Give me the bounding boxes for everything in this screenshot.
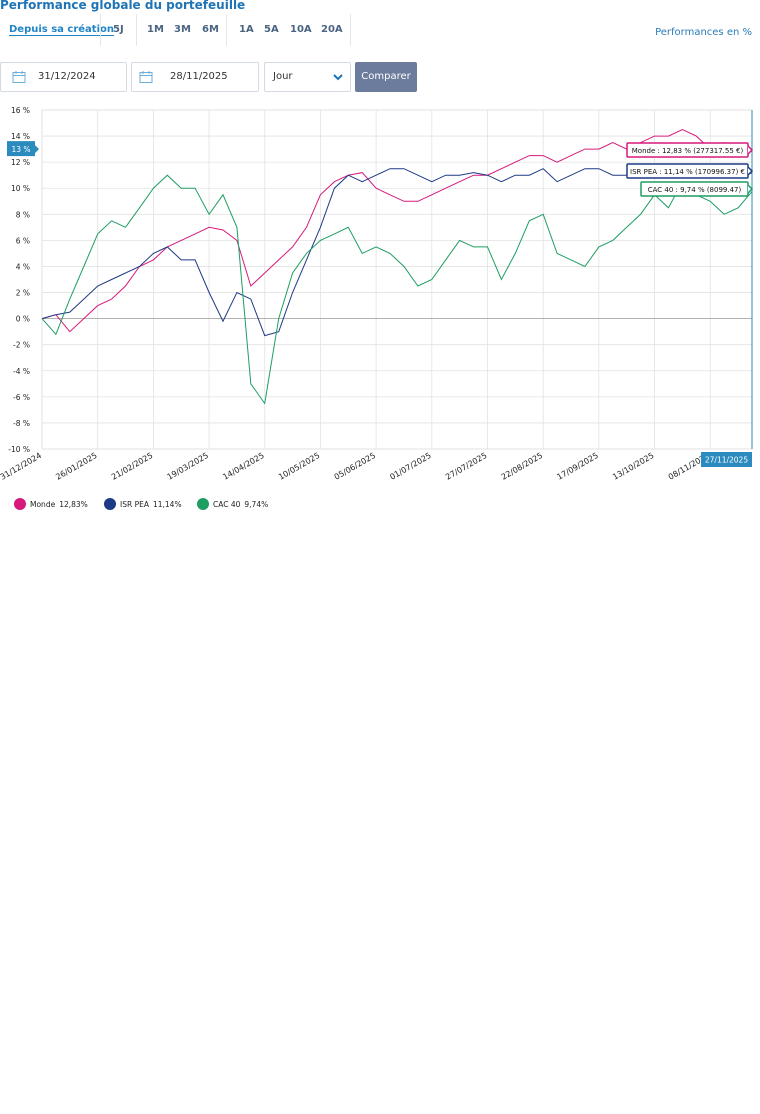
- series-line: [41, 129, 753, 333]
- x-tick-label: 19/03/2025: [166, 451, 210, 482]
- legend-value: 9,74%: [244, 500, 268, 509]
- x-tick-label: 01/07/2025: [388, 451, 432, 482]
- page-title: Performance globale du portefeuille: [0, 0, 246, 12]
- legend-label: CAC 40 9,74%: [213, 500, 268, 509]
- x-tick-label: 31/12/2024: [0, 451, 43, 482]
- x-tick-label: 13/10/2025: [611, 451, 655, 482]
- series-line: [41, 174, 753, 405]
- chevron: [333, 74, 343, 81]
- date-to: 28/11/2025: [170, 71, 228, 82]
- period-tab[interactable]: Depuis sa création: [9, 24, 114, 35]
- compare-button[interactable]: Comparer: [355, 62, 417, 92]
- crosshair-y-arrow: [35, 145, 39, 154]
- crosshair-x-label: 27/11/2025: [705, 456, 748, 465]
- period-tab[interactable]: 1M: [147, 24, 164, 35]
- y-tick-label: -8 %: [13, 419, 30, 428]
- y-tick-label: 14 %: [11, 132, 30, 141]
- x-tick-label: 17/09/2025: [555, 451, 599, 482]
- legend-name: Monde: [30, 500, 56, 509]
- legend-name: ISR PEA: [120, 500, 150, 509]
- plot-border: [41, 109, 753, 450]
- chart: 31/12/2024 26/01/2025 21/02/2025 19/03/2025…: [0, 106, 754, 510]
- y-tick-label: -2 %: [13, 341, 30, 350]
- tooltip-text: ISR PEA : 11,14 % (170996.37) €: [630, 168, 745, 176]
- legend-label: Monde 12,83%: [30, 500, 88, 509]
- y-tick-label: 8 %: [16, 210, 30, 219]
- separator: [136, 14, 137, 46]
- x-tick-label: 10/05/2025: [277, 451, 321, 482]
- legend-marker: [104, 498, 116, 510]
- tooltip-text: CAC 40 : 9,74 % (8099.47): [648, 186, 742, 194]
- tooltip-arrow: [747, 145, 754, 155]
- crosshair-y-label: 13 %: [11, 145, 30, 154]
- x-tick-label: 21/02/2025: [110, 451, 154, 482]
- crosshair-x-box: [701, 452, 752, 467]
- separator: [100, 14, 101, 46]
- y-tick-label: 4 %: [16, 262, 30, 271]
- legend-value: 12,83%: [59, 500, 88, 509]
- x-tick-label: 05/06/2025: [333, 451, 377, 482]
- y-tick-label: 0 %: [16, 315, 30, 324]
- x-tick-label: 22/08/2025: [500, 451, 544, 482]
- y-tick-label: 6 %: [16, 236, 30, 245]
- x-tick-label: 27/07/2025: [444, 451, 488, 482]
- date-to-input[interactable]: 28/11/2025: [131, 62, 259, 92]
- calendar-icon: [139, 71, 153, 83]
- tooltip-arrow: [747, 184, 754, 194]
- x-tick-label: 26/01/2025: [54, 451, 98, 482]
- date-from: 31/12/2024: [38, 71, 96, 82]
- period-tab[interactable]: 1A: [239, 24, 254, 35]
- separator: [350, 14, 351, 46]
- frequency: Jour: [273, 71, 293, 82]
- period-tab[interactable]: 10A: [290, 24, 312, 35]
- unit-note: Performances en %: [655, 27, 752, 38]
- legend-name: CAC 40: [213, 500, 241, 509]
- date-from-input[interactable]: 31/12/2024: [0, 62, 127, 92]
- y-tick-label: -6 %: [13, 393, 30, 402]
- period-tab[interactable]: 3M: [174, 24, 191, 35]
- frequency-select[interactable]: Jour: [264, 62, 351, 92]
- period-tab[interactable]: 20A: [321, 24, 343, 35]
- x-tick-label: 14/04/2025: [221, 451, 265, 482]
- legend-label: ISR PEA 11,14%: [120, 500, 182, 509]
- tooltip-text: Monde : 12,83 % (277317.55 €): [632, 147, 744, 155]
- y-tick-label: 16 %: [11, 106, 30, 115]
- separator: [226, 14, 227, 46]
- tooltip-arrow: [747, 166, 754, 176]
- y-tick-label: 12 %: [11, 158, 30, 167]
- crosshair-y-box: [7, 141, 35, 157]
- y-tick-label: -4 %: [13, 367, 30, 376]
- period-tab[interactable]: 5J: [113, 24, 124, 35]
- period-tab[interactable]: 6M: [202, 24, 219, 35]
- calendar-icon: [12, 71, 26, 83]
- y-tick-label: 10 %: [11, 184, 30, 193]
- period-tab[interactable]: 5A: [264, 24, 279, 35]
- legend-marker: [197, 498, 209, 510]
- legend-marker: [14, 498, 26, 510]
- y-tick-label: -10 %: [8, 445, 30, 454]
- y-tick-label: 2 %: [16, 289, 30, 298]
- legend-value: 11,14%: [153, 500, 182, 509]
